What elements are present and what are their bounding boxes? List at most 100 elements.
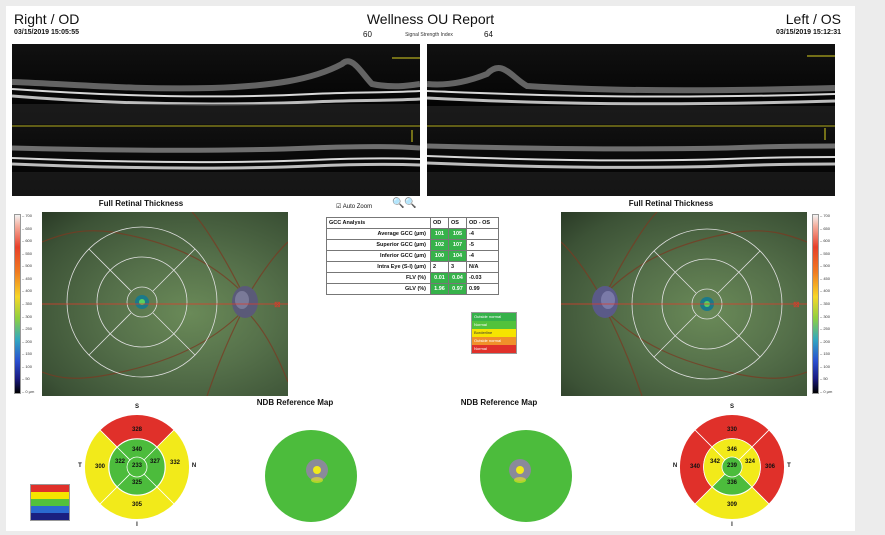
os-inferior-marker: I	[731, 522, 733, 528]
os-fundus-thickness-map[interactable]: ⊠	[561, 212, 807, 396]
os-colorbar-ticks: – 700 – 650 – 600 – 550 – 500 – 450 – 400 – 350…	[820, 214, 842, 394]
os-thickness-title: Full Retinal Thickness	[628, 199, 714, 208]
od-center-sector	[126, 456, 148, 478]
gcc-header: OD	[430, 217, 449, 229]
svg-text:⊠: ⊠	[274, 300, 281, 309]
gcc-od-value: 101	[430, 228, 449, 240]
od-ndb-title: NDB Reference Map	[256, 398, 334, 407]
colorbar-tick-label: – 200	[22, 338, 33, 344]
gcc-diff-value: N/A	[466, 261, 499, 273]
colorbar-tick-label: – 600	[820, 238, 831, 244]
auto-zoom-toggle[interactable]: ☑ Auto Zoom	[336, 203, 372, 210]
sector-legend-swatch	[31, 499, 69, 506]
sector-legend-swatch	[31, 513, 69, 520]
colorbar-tick-label: – 550	[22, 250, 33, 256]
gcc-os-value: 104	[448, 250, 467, 262]
zoom-out-icon[interactable]: 🔍	[392, 198, 405, 209]
od-sector-legend	[30, 484, 70, 521]
gcc-diff-value: -0.03	[466, 272, 499, 284]
colorbar-tick-label: – 250	[820, 326, 831, 332]
gcc-row-label: Inferior GCC (µm)	[326, 250, 431, 262]
od-bscan-vertical[interactable]	[12, 124, 420, 196]
od-fundus-thickness-map[interactable]: ⊠	[42, 212, 288, 396]
colorbar-tick-label: – 0 µm	[22, 389, 35, 394]
od-nasal-marker: N	[191, 463, 197, 469]
os-sector-map: S I N T 330 340 306 309 346 342 324 336 …	[671, 404, 793, 530]
colorbar-tick-label: – 250	[22, 326, 33, 332]
os-bscan-horizontal-image	[427, 55, 835, 124]
colorbar-tick-label: – 500	[820, 263, 831, 269]
colorbar-tick-label: – 350	[22, 301, 33, 306]
gcc-header: OS	[448, 217, 467, 229]
legend-item: Normal	[472, 345, 516, 353]
od-scan-date: 03/15/2019 15:05:55	[14, 29, 79, 36]
gcc-row-label: Intra Eye (S-I) (µm)	[326, 261, 431, 273]
od-inner-temporal-value: 322	[114, 459, 125, 465]
table-row: Inferior GCC (µm) 100 104 -4	[326, 250, 499, 262]
colorbar-tick-label: – 100	[820, 363, 831, 369]
left-eye-label: Left / OS	[785, 11, 841, 27]
sector-legend-swatch	[31, 485, 69, 492]
od-bscan-horizontal-image	[12, 57, 420, 124]
sector-legend-swatch	[31, 506, 69, 513]
gcc-od-value: 2	[430, 261, 449, 273]
sector-legend-swatch	[31, 492, 69, 499]
gcc-od-value: 100	[430, 250, 449, 262]
status-legend: Outside normal Normal Borderline Outside…	[471, 312, 517, 354]
gcc-header: OD - OS	[466, 217, 499, 229]
gcc-row-label: FLV (%)	[326, 272, 431, 284]
colorbar-tick-label: – 450	[22, 275, 33, 281]
gcc-diff-value: -5	[466, 239, 499, 251]
colorbar-tick-label: – 0 µm	[820, 389, 833, 394]
legend-item: Borderline	[472, 329, 516, 337]
od-bscan-horizontal[interactable]	[12, 44, 420, 124]
os-inner-temporal-value: 324	[744, 459, 755, 465]
gcc-os-value: 107	[448, 239, 467, 251]
report-sheet: Right / OD Wellness OU Report Left / OS …	[6, 6, 855, 531]
colorbar-tick-label: – 100	[22, 363, 33, 369]
od-inner-inferior-value: 325	[131, 480, 142, 486]
colorbar-tick-label: – 300	[820, 313, 831, 319]
colorbar-tick-label: – 350	[820, 301, 831, 306]
os-sector-chart	[679, 414, 785, 520]
colorbar-tick-label: – 700	[22, 213, 33, 218]
colorbar-tick-label: – 150	[820, 351, 831, 357]
colorbar-tick-label: – 650	[820, 225, 831, 231]
legend-item: Outside normal	[472, 313, 516, 321]
os-bscan-vertical[interactable]	[427, 124, 835, 196]
os-inner-inferior-value: 336	[726, 480, 737, 486]
od-outer-temporal-value: 300	[94, 464, 105, 470]
os-outer-nasal-value: 340	[689, 464, 700, 470]
os-thickness-colorbar	[812, 214, 819, 394]
gcc-od-value: 102	[430, 239, 449, 251]
auto-zoom-label: Auto Zoom	[342, 204, 373, 210]
colorbar-tick-label: – 600	[22, 238, 33, 244]
gcc-header-row: GCC Analysis OD OS OD - OS	[326, 217, 499, 229]
gcc-os-value: 0.04	[448, 272, 467, 284]
table-row: Average GCC (µm) 101 105 -4	[326, 228, 499, 240]
od-inferior-marker: I	[136, 522, 138, 528]
colorbar-tick-label: – 300	[22, 313, 33, 319]
checkbox-icon[interactable]: ☑	[336, 204, 342, 210]
colorbar-tick-label: – 400	[22, 288, 33, 294]
od-fundus-overlay: ⊠	[42, 212, 288, 396]
right-eye-label: Right / OD	[14, 11, 80, 27]
os-center-value: 239	[726, 463, 737, 469]
os-ssi-value: 64	[484, 30, 493, 39]
colorbar-tick-label: – 200	[820, 338, 831, 344]
od-outer-inferior-value: 305	[131, 502, 142, 508]
colorbar-tick-label: – 400	[820, 288, 831, 294]
zoom-in-icon[interactable]: 🔍	[404, 198, 417, 209]
os-inner-nasal-value: 342	[709, 459, 720, 465]
ssi-label: Signal Strength Index	[405, 32, 453, 38]
od-inner-nasal-value: 327	[149, 459, 160, 465]
od-center-value: 233	[131, 463, 142, 469]
os-bscan-horizontal[interactable]	[427, 44, 835, 124]
os-outer-superior-value: 330	[726, 427, 737, 433]
legend-item: Normal	[472, 321, 516, 329]
gcc-header: GCC Analysis	[326, 217, 431, 229]
colorbar-tick-label: – 550	[820, 250, 831, 256]
os-nasal-marker: N	[672, 463, 678, 469]
od-ndb-image	[265, 430, 357, 522]
od-sector-chart	[84, 414, 190, 520]
